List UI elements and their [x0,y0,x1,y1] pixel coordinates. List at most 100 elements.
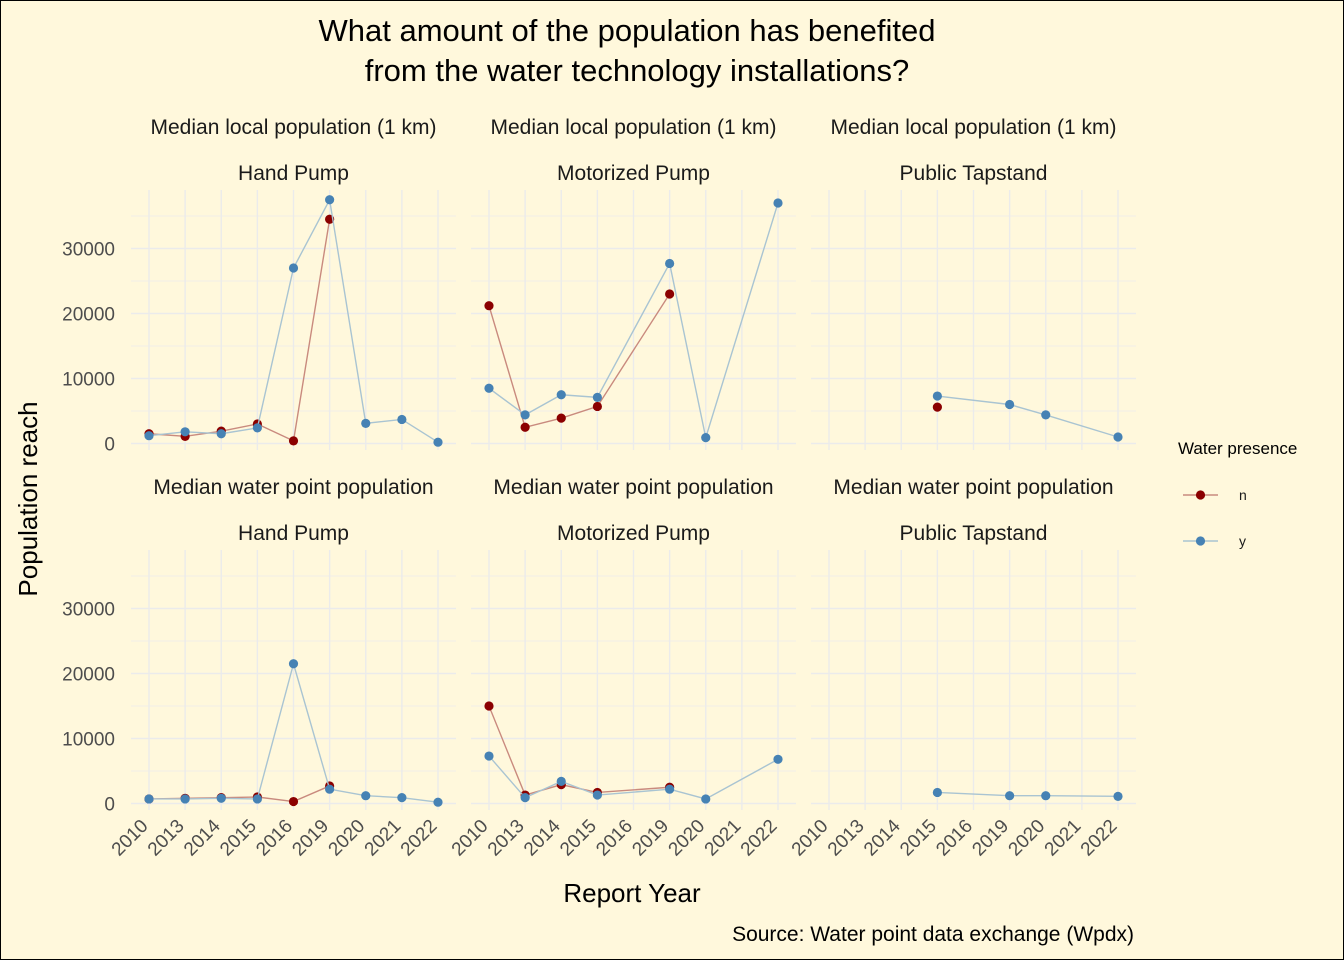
y-tick-label: 10000 [62,730,115,751]
data-point-y [932,787,942,798]
data-point-y [1041,791,1051,801]
data-point-n [484,701,494,711]
facet-strip-metric: Median local population (1 km) [151,116,437,139]
legend: Water presence n y [1178,439,1297,549]
x-tick-label: 2019 [968,816,1013,861]
x-tick-label: 2019 [288,816,333,861]
data-point-n [592,401,602,412]
data-point-y [1041,410,1051,420]
data-point-y [397,414,407,425]
x-tick-label: 2013 [824,816,869,861]
legend-key-point-y [1195,536,1206,546]
data-point-y [701,433,711,443]
x-tick-label: 2014 [520,815,565,860]
data-point-n [484,301,494,311]
facet-strip-technology: Hand Pump [238,162,349,185]
x-tick-label: 2013 [484,816,529,861]
chart-title-line-2: from the water technology installations? [365,53,910,88]
x-tick-label: 2020 [1005,816,1050,861]
x-tick-label: 2010 [788,816,833,861]
x-tick-label: 2014 [860,815,905,860]
data-point-y [288,263,299,273]
data-point-n [520,422,530,432]
x-tick-label: 2015 [556,816,601,861]
data-point-y [180,427,190,437]
y-tick-label: 0 [104,795,115,816]
series-line-n [488,705,670,796]
legend-title: Water presence [1178,439,1297,458]
x-tick-label: 2010 [448,816,493,861]
facet-panel: Median water point population Hand Pump 0 1… [62,476,456,860]
data-point-n [556,413,566,423]
data-point-y [773,754,783,764]
y-tick-label: 10000 [62,370,115,391]
data-point-y [665,258,675,269]
x-tick-label: 2010 [108,816,153,861]
data-point-n [665,289,675,299]
x-tick-label: 2016 [932,816,977,861]
y-tick-label: 0 [104,435,115,456]
x-tick-label: 2016 [252,816,297,861]
facet-panels: Median local population (1 km) Hand Pump 0… [62,116,1136,860]
data-point-y [1113,791,1123,801]
x-axis-title: Report Year [563,878,701,908]
facet-strip-technology: Hand Pump [238,522,349,545]
x-tick-label: 2022 [737,816,782,861]
data-point-y [701,794,711,804]
data-point-y [288,659,299,669]
data-point-y [433,437,443,447]
x-tick-label: 2020 [325,816,370,861]
data-point-y [144,794,154,804]
facet-strip-metric: Median local population (1 km) [831,116,1117,139]
facet-panel: Median local population (1 km) Hand Pump 0… [62,116,456,456]
facet-strip-technology: Motorized Pump [557,162,710,185]
x-tick-label: 2013 [144,816,189,861]
data-point-y [361,418,371,428]
y-axis-title: Population reach [13,401,43,596]
data-point-n [288,796,299,807]
data-point-y [216,429,226,439]
facet-strip-metric: Median water point population [153,476,433,499]
y-tick-label: 30000 [62,240,115,261]
x-tick-label: 2015 [896,816,941,861]
series-line-y [937,791,1119,798]
data-point-y [932,391,942,401]
chart-caption: Source: Water point data exchange (Wpdx) [732,923,1134,946]
legend-key-point-n [1195,490,1206,500]
data-point-y [397,793,407,803]
data-point-y [556,390,566,400]
legend-label-y: y [1239,533,1246,549]
x-tick-label: 2016 [592,816,637,861]
x-tick-label: 2019 [628,816,673,861]
data-point-y [773,198,783,208]
chart-title-line-1: What amount of the population has benefi… [319,13,936,48]
data-point-y [1113,432,1123,442]
data-point-y [216,793,226,803]
series-line-y [937,395,1119,438]
facet-panel: Median water point population Public Taps… [788,476,1136,860]
data-point-y [325,784,335,794]
legend-label-n: n [1239,487,1247,503]
data-point-y [484,383,494,393]
facet-panel: Median water point population Motorized P… [448,476,796,860]
x-tick-label: 2020 [665,816,710,861]
facet-strip-metric: Median water point population [833,476,1113,499]
data-point-y [361,791,371,801]
data-point-y [325,195,335,205]
x-tick-label: 2021 [701,816,746,861]
data-point-y [556,776,566,787]
data-point-y [144,431,154,441]
facet-strip-technology: Motorized Pump [557,522,710,545]
data-point-y [1005,399,1015,410]
x-tick-label: 2021 [1041,816,1086,861]
facet-strip-metric: Median water point population [493,476,773,499]
legend-entry-y: y [1183,533,1246,549]
facet-strip-metric: Median local population (1 km) [491,116,777,139]
data-point-y [665,784,675,794]
facet-strip-technology: Public Tapstand [900,162,1048,185]
data-point-y [520,410,530,420]
facet-panel: Median local population (1 km) Motorized … [471,116,796,450]
data-point-y [1005,791,1015,801]
